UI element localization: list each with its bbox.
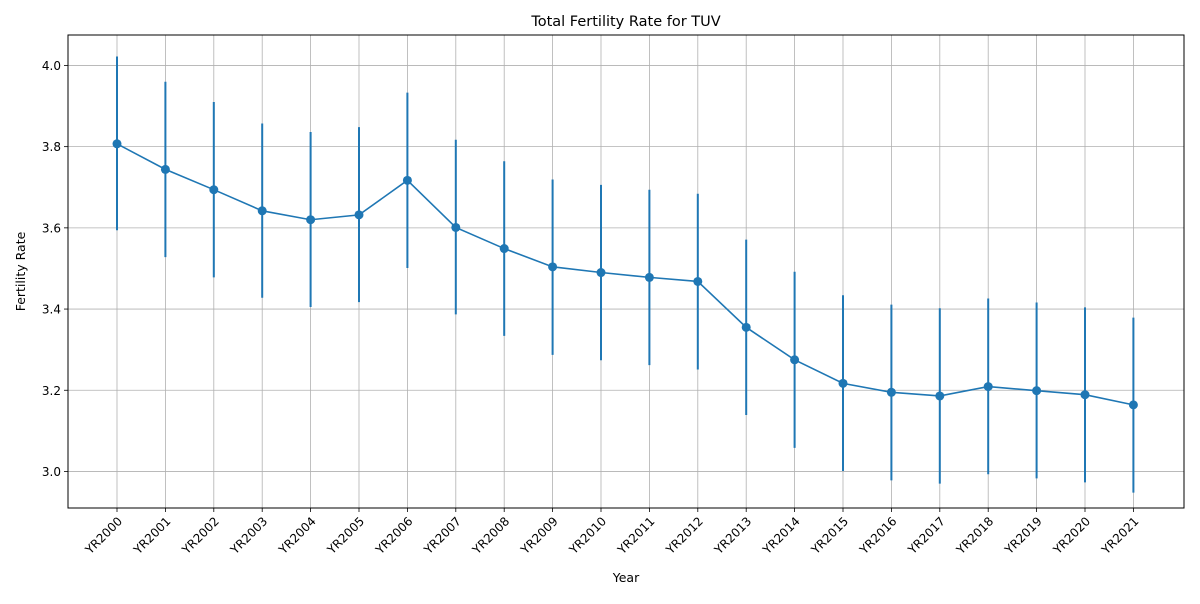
data-point (838, 378, 848, 388)
x-tick-label: YR2001 (130, 514, 173, 557)
data-point (1032, 386, 1042, 396)
data-point (209, 185, 219, 195)
x-tick-label: YR2008 (469, 514, 512, 557)
y-tick-label: 3.0 (42, 465, 61, 479)
data-point (499, 244, 509, 254)
x-tick-label: YR2015 (808, 514, 851, 557)
y-tick-label: 3.6 (42, 221, 61, 235)
data-point (790, 355, 800, 365)
data-point (983, 382, 993, 392)
x-tick-label: YR2010 (566, 514, 609, 557)
data-point (160, 164, 170, 174)
plot-frame (67, 34, 1185, 509)
grid-lines (68, 35, 1184, 508)
x-tick-label: YR2004 (275, 514, 318, 557)
x-tick-label: YR2003 (227, 514, 270, 557)
x-tick-label: YR2000 (82, 514, 125, 557)
data-point (935, 391, 945, 401)
data-point (741, 322, 751, 332)
data-point (1080, 390, 1090, 400)
data-point (257, 206, 267, 216)
data-point (548, 262, 558, 272)
data-point (451, 222, 461, 232)
data-point (306, 215, 316, 225)
x-tick-label: YR2018 (953, 514, 996, 557)
y-tick-label: 3.4 (42, 303, 61, 317)
x-tick-label: YR2013 (711, 514, 754, 557)
x-tick-label: YR2009 (517, 514, 560, 557)
data-point (886, 387, 896, 397)
y-axis-label: Fertility Rate (13, 231, 28, 311)
chart-title: Total Fertility Rate for TUV (530, 14, 720, 30)
x-tick-label: YR2007 (421, 514, 464, 557)
x-axis-label: Year (612, 570, 640, 585)
x-tick-label: YR2021 (1098, 514, 1141, 557)
x-tick-label: YR2002 (179, 514, 222, 557)
x-tick-label: YR2014 (759, 514, 802, 557)
x-tick-label: YR2017 (905, 514, 948, 557)
x-tick-label: YR2005 (324, 514, 367, 557)
data-point (354, 210, 364, 220)
y-tick-label: 4.0 (42, 59, 61, 73)
data-point (402, 175, 412, 185)
x-tick-label: YR2016 (856, 514, 899, 557)
data-point (596, 268, 606, 278)
data-point (693, 276, 703, 286)
data-layer (112, 56, 1138, 493)
x-tick-label: YR2006 (372, 514, 415, 557)
x-tick-label: YR2020 (1050, 514, 1093, 557)
data-point (644, 272, 654, 282)
x-tick-label: YR2011 (614, 514, 657, 557)
data-point (1128, 400, 1138, 410)
data-point (112, 139, 122, 149)
y-tick-label: 3.2 (42, 384, 61, 398)
series-line (116, 143, 1134, 406)
x-tick-label: YR2019 (1001, 514, 1044, 557)
x-tick-label: YR2012 (663, 514, 706, 557)
y-tick-label: 3.8 (42, 140, 61, 154)
